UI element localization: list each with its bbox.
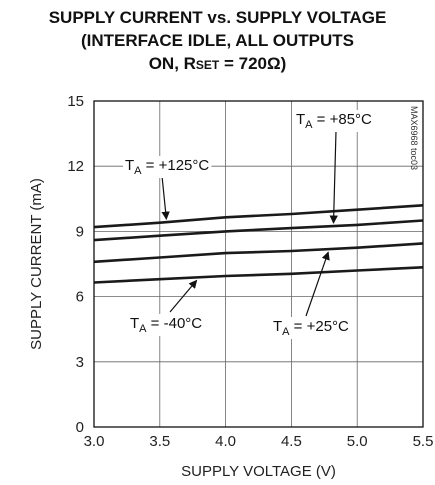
x-axis-label: SUPPLY VOLTAGE (V) bbox=[181, 463, 336, 480]
y-tick-label: 6 bbox=[76, 289, 84, 306]
series-line bbox=[93, 204, 424, 229]
annotation-arrow bbox=[169, 279, 198, 313]
series-annotations: TA = +125°C TA = +85°C TA = +25°C TA = -40°… bbox=[123, 110, 375, 339]
annotation-label: TA = +25°C bbox=[273, 318, 349, 338]
x-tick-label: 5.0 bbox=[347, 433, 368, 450]
annotation-arrow bbox=[305, 251, 330, 317]
chart-title-line-2: (INTERFACE IDLE, ALL OUTPUTS bbox=[81, 31, 354, 50]
chart-title: SUPPLY CURRENT vs. SUPPLY VOLTAGE (INTER… bbox=[0, 6, 435, 77]
x-tick-labels: 3.0 3.5 4.0 4.5 5.0 5.5 bbox=[84, 433, 434, 450]
annotation-background bbox=[271, 317, 352, 339]
x-tick-label: 5.5 bbox=[413, 433, 434, 450]
x-tick-label: 4.0 bbox=[215, 433, 236, 450]
annotation-background bbox=[294, 110, 375, 132]
annotation-label: TA = +125°C bbox=[125, 157, 209, 177]
x-tick-label: 3.0 bbox=[84, 433, 105, 450]
figure-code: MAX6968 toc03 bbox=[409, 106, 419, 170]
grid bbox=[94, 101, 423, 427]
x-tick-label: 4.5 bbox=[281, 433, 302, 450]
title-suffix: = 720Ω) bbox=[219, 54, 287, 73]
plot-frame bbox=[93, 100, 424, 428]
annotation-background bbox=[128, 314, 205, 336]
y-tick-label: 9 bbox=[76, 223, 84, 240]
y-tick-label: 15 bbox=[67, 93, 84, 110]
y-tick-label: 3 bbox=[76, 354, 84, 371]
y-tick-label: 0 bbox=[76, 419, 84, 436]
chart-title-line-3: ON, RSET = 720Ω) bbox=[0, 52, 435, 77]
title-prefix: ON, R bbox=[148, 54, 196, 73]
chart-title-line-1: SUPPLY CURRENT vs. SUPPLY VOLTAGE bbox=[48, 8, 387, 27]
annotation-label: TA = -40°C bbox=[130, 315, 202, 335]
y-tick-label: 12 bbox=[67, 158, 84, 175]
x-tick-label: 3.5 bbox=[149, 433, 170, 450]
series-line bbox=[93, 242, 424, 264]
annotation-background bbox=[123, 156, 212, 178]
series-line bbox=[93, 219, 424, 242]
annotation-arrow bbox=[329, 130, 338, 224]
y-tick-labels: 0 3 6 9 12 15 bbox=[67, 93, 84, 436]
annotation-label: TA = +85°C bbox=[296, 111, 372, 131]
annotation-arrows bbox=[161, 130, 338, 317]
series-line bbox=[93, 266, 424, 284]
annotation-arrow bbox=[161, 175, 170, 220]
series-lines bbox=[93, 204, 424, 284]
title-subscript: SET bbox=[195, 58, 220, 72]
y-axis-label: SUPPLY CURRENT (mA) bbox=[28, 178, 45, 350]
